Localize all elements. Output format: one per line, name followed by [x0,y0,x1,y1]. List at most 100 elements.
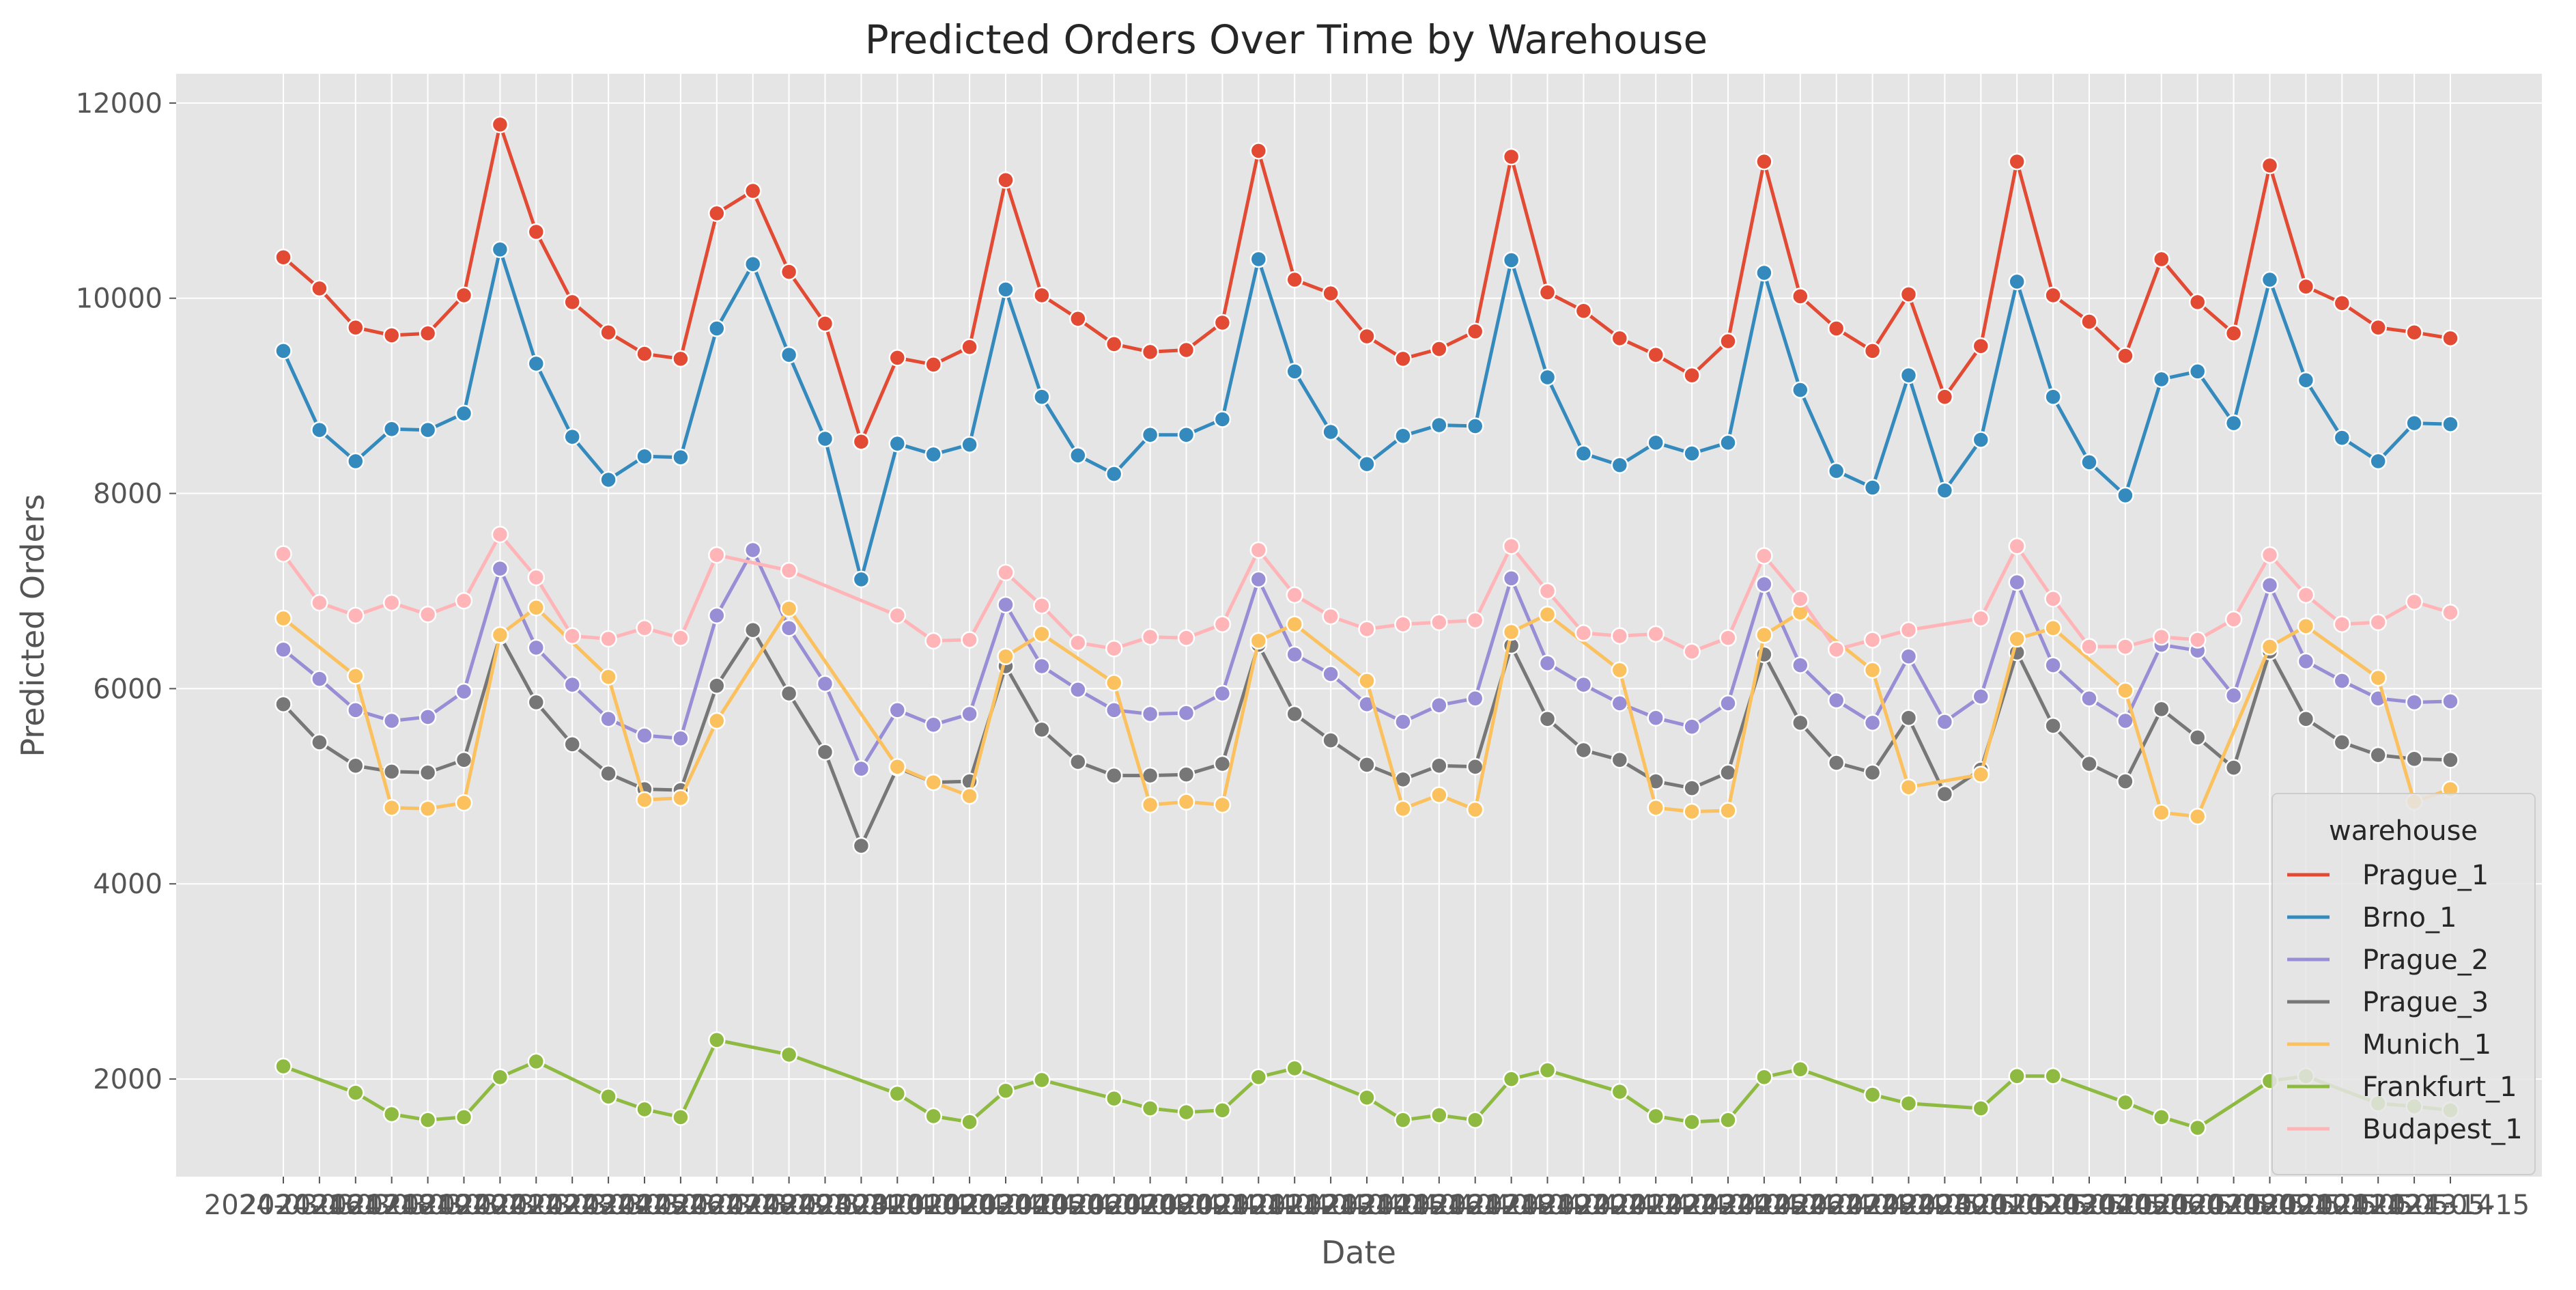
data-point [1286,1059,1303,1078]
data-point [2044,1067,2062,1085]
data-point [527,639,546,657]
data-point [2117,347,2134,365]
data-point [1683,643,1701,660]
data-point [1033,657,1051,675]
data-point [780,263,798,281]
series-lines [274,115,2459,1137]
data-point [1538,582,1557,600]
data-point [311,279,328,298]
x-tick-label: 2024-05-15 [2371,1190,2530,1221]
x-tick-label: 2024-04-07 [999,1190,1157,1221]
data-point [1141,343,1159,361]
data-point [2261,156,2279,175]
data-point [2441,415,2459,433]
x-tick-label: 2024-04-30 [1829,1190,1987,1221]
data-point [2224,324,2243,342]
data-point [1141,705,1159,723]
data-point [1502,251,1520,269]
x-tick-label: 2024-05-05 [2010,1190,2168,1221]
data-point [2261,270,2279,289]
data-point [2153,628,2170,646]
data-point [563,735,581,753]
data-point [2188,807,2207,826]
data-point [1719,695,1737,712]
data-point [2153,250,2170,268]
data-point [2008,152,2026,171]
data-point [1033,286,1051,305]
data-point [1213,410,1232,428]
data-point [1358,455,1376,473]
data-point [924,716,942,734]
data-point [1827,320,1845,337]
data-point [1647,346,1665,364]
data-point [816,675,834,693]
data-point [491,559,509,578]
data-point [1683,1113,1701,1131]
data-point [563,627,581,645]
data-point [382,712,401,730]
data-point [1286,615,1303,633]
x-axis-label: Date [1321,1234,1396,1271]
data-point [780,619,798,637]
data-point [1358,620,1376,638]
x-tick-label: 2024-05-11 [2226,1190,2385,1221]
data-point [2333,615,2351,633]
data-point [961,705,978,723]
data-point [2405,693,2423,712]
data-point [1213,684,1232,703]
data-point [636,727,653,744]
data-point [2369,746,2387,764]
data-point [1430,1106,1448,1124]
y-tick-labels: 2000 4000 6000 8000 10000 12000 [76,88,176,1095]
legend-item-label: Budapest_1 [2362,1114,2523,1145]
data-point [599,710,617,728]
data-point [1719,802,1737,819]
data-point [2117,772,2134,790]
data-point [888,1084,907,1103]
data-point [672,448,690,466]
data-point [1069,681,1087,699]
data-point [1792,381,1809,399]
data-point [2008,630,2026,648]
data-point [274,609,292,628]
data-point [636,619,653,637]
data-point [1394,1111,1412,1129]
x-tick-label: 2024-04-08 [1034,1190,1193,1221]
data-point [1538,654,1557,672]
data-point [274,248,292,266]
x-tick-label: 2024-04-18 [1396,1190,1554,1221]
data-point [1286,363,1303,380]
data-point [2261,576,2279,594]
data-point [961,631,978,649]
x-tick-label: 2024-05-08 [2118,1190,2276,1221]
data-point [997,563,1015,582]
x-tick-label: 2024-04-01 [782,1190,940,1221]
data-point [1719,629,1737,647]
data-point [1069,447,1087,464]
data-point [1936,388,1954,406]
x-tick-label: 2024-03-25 [529,1190,688,1221]
data-point [311,670,328,688]
data-point [419,421,437,439]
x-tick-label: 2024-03-26 [565,1190,724,1221]
legend-item-label: Prague_3 [2362,987,2489,1018]
data-point [636,791,653,809]
data-point [382,1105,401,1123]
data-point [1141,426,1159,444]
data-point [455,592,473,610]
data-point [1213,1102,1232,1119]
data-point [1574,445,1593,462]
data-point [1611,627,1629,645]
data-point [852,570,871,589]
data-point [1141,796,1159,814]
data-point [1574,302,1593,320]
data-point [924,356,942,374]
data-point [2153,370,2170,389]
data-point [527,354,546,373]
data-point [1827,641,1845,658]
data-point [780,561,798,580]
data-point [563,427,581,446]
data-point [1863,714,1882,732]
data-point [2297,652,2315,671]
